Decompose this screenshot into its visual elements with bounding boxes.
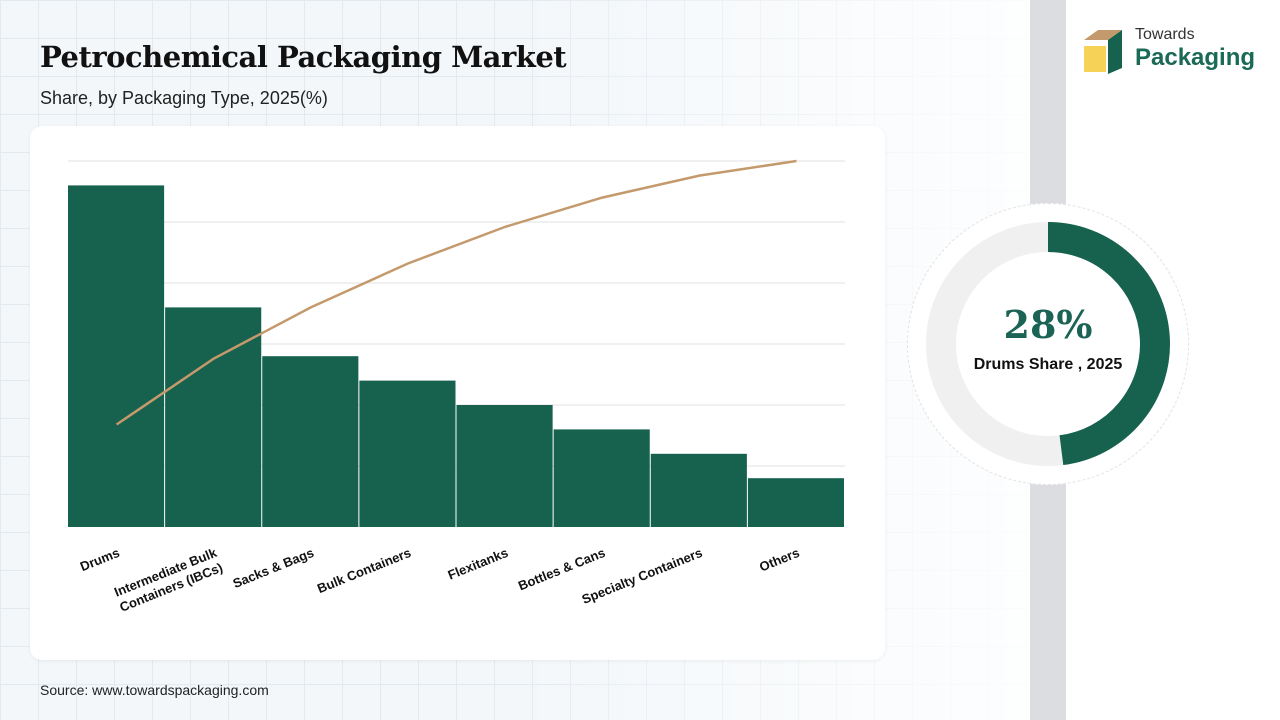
bar-7 [747, 478, 844, 527]
donut-caption: Drums Share , 2025 [973, 356, 1123, 373]
logo: Towards Packaging [1082, 26, 1255, 81]
x-tick-label: Others [757, 545, 801, 575]
logo-box-icon [1084, 30, 1122, 74]
bar-2 [262, 356, 359, 527]
bar-1 [165, 307, 262, 527]
x-tick-label: Bulk Containers [315, 545, 413, 596]
bar-0 [68, 185, 165, 527]
bar-3 [359, 380, 456, 527]
logo-text-top: Towards [1135, 26, 1195, 43]
bar-4 [456, 405, 553, 527]
bar-5 [553, 429, 650, 527]
cumulative-line [115, 159, 797, 426]
donut-value: 28% [1003, 302, 1093, 347]
page-title: Petrochemical Packaging Market [40, 40, 567, 74]
logo-text-bottom: Packaging [1135, 44, 1256, 71]
donut-arc [1047, 222, 1170, 466]
x-tick-label: Sacks & Bags [231, 545, 316, 591]
x-tick-label: Drums [78, 545, 122, 574]
source-note: Source: www.towardspackaging.com [40, 682, 269, 698]
x-tick-label: Flexitanks [446, 545, 511, 583]
page-subtitle: Share, by Packaging Type, 2025(%) [40, 88, 328, 108]
bar-6 [650, 453, 747, 527]
x-tick-label: Bottles & Cans [516, 545, 607, 594]
x-tick-label: Intermediate BulkContainers (IBCs) [111, 545, 225, 615]
